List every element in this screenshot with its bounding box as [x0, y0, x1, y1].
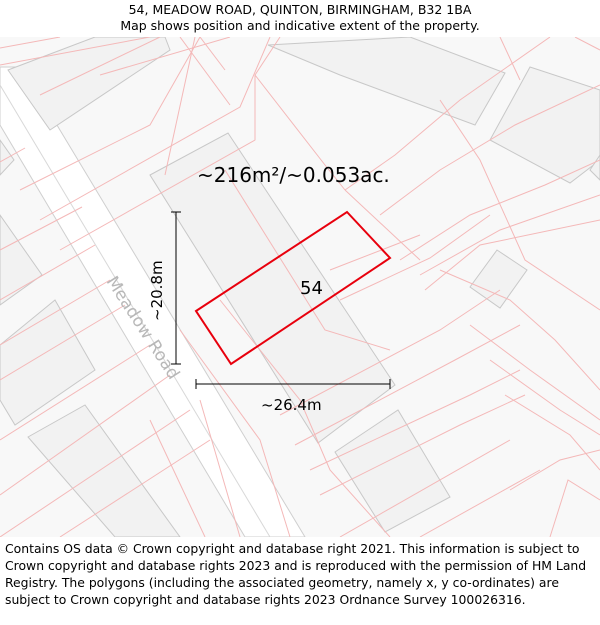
property-boundary-highlight[interactable]: [194, 210, 392, 366]
height-label: ~20.8m: [148, 260, 166, 321]
road-kerb-line: [0, 84, 271, 537]
building: [7, 37, 171, 131]
building: [489, 66, 600, 184]
width-measure: [195, 379, 391, 389]
building: [27, 404, 181, 537]
building: [267, 37, 506, 126]
property-address: 54, MEADOW ROAD, QUINTON, BIRMINGHAM, B3…: [128, 2, 472, 17]
building: [0, 139, 15, 176]
building: [334, 409, 451, 533]
building: [469, 249, 528, 309]
height-measure: [171, 211, 181, 365]
copyright-footer: Contains OS data © Crown copyright and d…: [5, 541, 587, 607]
width-label: ~26.4m: [261, 396, 322, 414]
buildings: [0, 37, 600, 537]
building: [149, 132, 396, 444]
map-canvas[interactable]: ~216m²/~0.053ac. 54 ~20.8m ~26.4m Meadow…: [0, 37, 600, 537]
plot-number-label: 54: [300, 278, 323, 299]
area-label: ~216m²/~0.053ac.: [197, 163, 390, 187]
map-header: 54, MEADOW ROAD, QUINTON, BIRMINGHAM, B3…: [0, 0, 600, 40]
building: [0, 214, 43, 306]
boundary-lines: [0, 37, 600, 537]
map-subtitle: Map shows position and indicative extent…: [120, 18, 480, 33]
map-svg: ~216m²/~0.053ac. 54 ~20.8m ~26.4m Meadow…: [0, 37, 600, 537]
